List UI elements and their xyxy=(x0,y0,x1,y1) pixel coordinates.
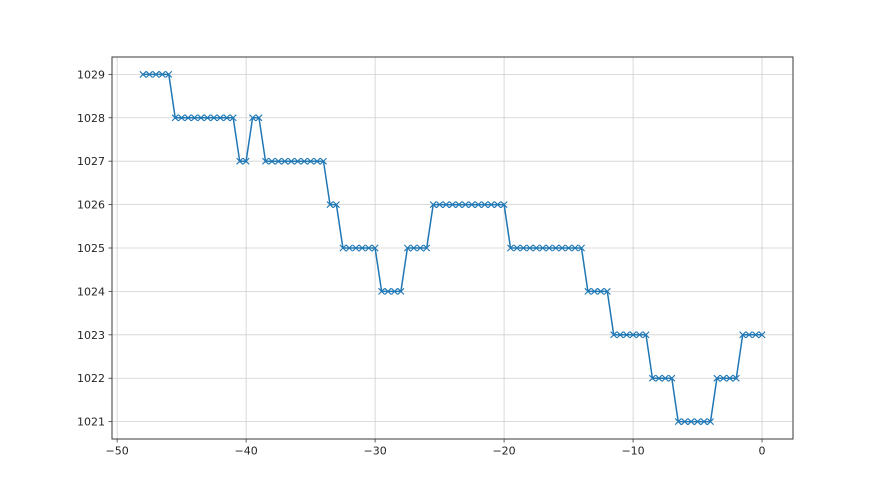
y-tick-label: 1023 xyxy=(77,329,105,342)
x-tick-label: −10 xyxy=(621,445,644,458)
x-tick-label: −50 xyxy=(106,445,129,458)
data-point-markers xyxy=(139,70,766,426)
y-tick-label: 1022 xyxy=(77,372,105,385)
x-tick-label: −40 xyxy=(235,445,258,458)
x-tick-label: 0 xyxy=(759,445,766,458)
y-tick-label: 1025 xyxy=(77,242,105,255)
y-tick-label: 1024 xyxy=(77,285,105,298)
y-tick-label: 1027 xyxy=(77,155,105,168)
y-tick-label: 1029 xyxy=(77,68,105,81)
y-tick-label: 1028 xyxy=(77,112,105,125)
x-tick-label: −30 xyxy=(364,445,387,458)
y-tick-label: 1026 xyxy=(77,199,105,212)
y-tick-label: 1021 xyxy=(77,416,105,429)
x-tick-label: −20 xyxy=(492,445,515,458)
